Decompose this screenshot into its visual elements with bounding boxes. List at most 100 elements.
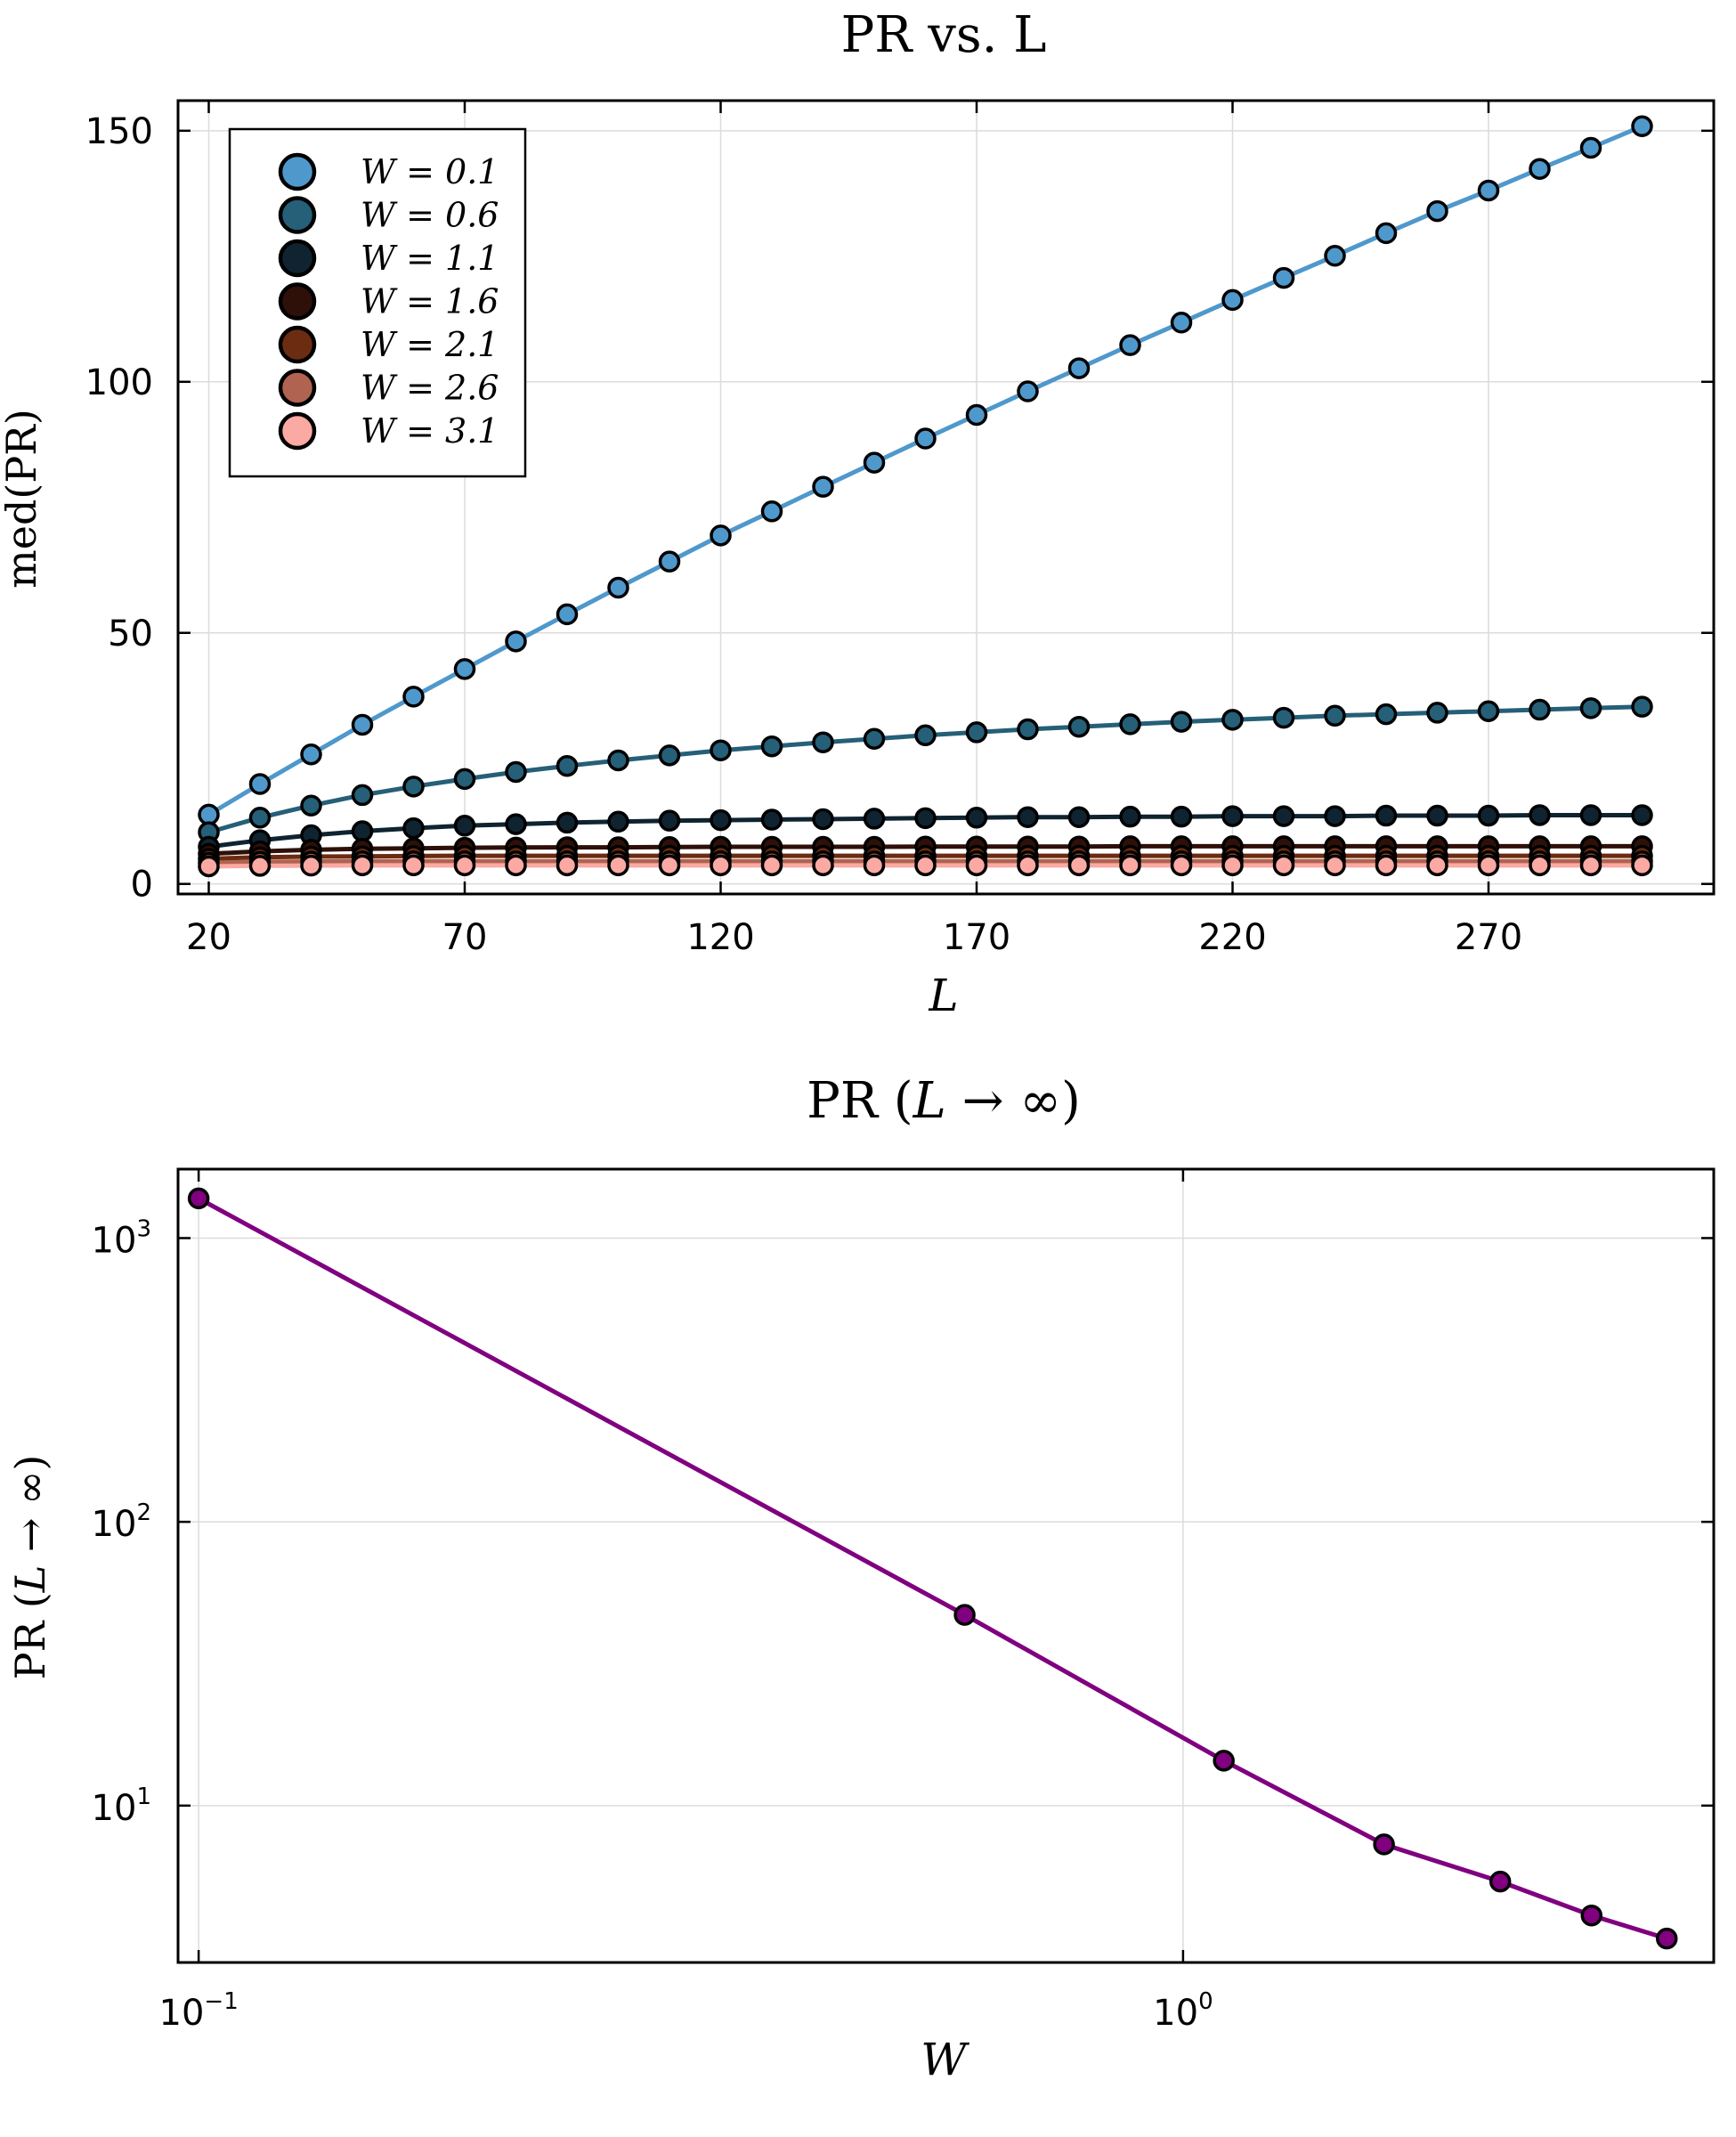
data-point <box>1221 709 1244 731</box>
legend-marker <box>278 369 317 407</box>
data-point <box>1119 713 1141 735</box>
data-point <box>198 803 220 826</box>
data-point <box>1272 854 1295 877</box>
data-point <box>710 808 732 832</box>
data-point <box>1529 158 1551 180</box>
data-point <box>1631 804 1653 826</box>
series-w-0.1 <box>198 115 1653 826</box>
data-point <box>1477 700 1500 722</box>
data-point <box>812 854 834 877</box>
data-point <box>1272 805 1295 827</box>
series-w-3.1 <box>198 854 1653 878</box>
data-point <box>965 807 988 829</box>
x-tick-label: 220 <box>1198 917 1266 958</box>
chart2-xlabel: W <box>921 2034 969 2085</box>
data-point <box>607 749 629 772</box>
data-point <box>351 784 374 807</box>
legend-label: W = 0.6 <box>361 196 499 235</box>
data-point <box>453 768 476 791</box>
data-point <box>351 713 374 736</box>
data-point <box>953 1604 976 1626</box>
data-point <box>760 500 783 523</box>
data-point <box>1373 1833 1395 1856</box>
data-point <box>1426 854 1448 877</box>
chart1-series-group <box>198 115 1653 878</box>
series-w-0.6 <box>198 695 1653 843</box>
data-point <box>198 855 220 878</box>
data-point <box>556 754 579 777</box>
y-tick-label: 50 <box>108 613 153 654</box>
data-point <box>1579 854 1602 877</box>
data-point <box>965 854 988 877</box>
data-point <box>1375 854 1398 877</box>
data-point <box>1324 854 1346 877</box>
data-point <box>812 731 834 753</box>
legend-marker <box>278 282 317 321</box>
data-point <box>1017 806 1039 828</box>
chart1-ylabel: med(PR) <box>0 409 45 589</box>
data-point <box>863 451 886 474</box>
chart2-ticks: 10−1 100 101 102 103 <box>92 1169 1714 2034</box>
x-tick-label: 120 <box>686 917 754 958</box>
data-point <box>351 854 374 877</box>
y-tick-label: 150 <box>85 111 153 152</box>
data-point <box>1529 854 1551 877</box>
data-point <box>710 854 732 877</box>
data-point <box>1067 806 1091 828</box>
data-point <box>248 855 272 877</box>
data-point <box>1631 695 1653 718</box>
data-point <box>556 603 579 626</box>
data-point <box>1067 854 1091 877</box>
series-pr-infinity <box>187 1187 1678 1950</box>
data-point <box>1170 711 1193 733</box>
data-point <box>1170 854 1193 877</box>
data-point <box>1067 357 1091 379</box>
data-point <box>1631 854 1653 877</box>
data-point <box>1119 334 1141 356</box>
data-point <box>1426 702 1448 724</box>
legend-marker <box>278 411 317 451</box>
x-tick-label: 100 <box>1153 1988 1213 2034</box>
data-point <box>453 815 476 837</box>
data-point <box>300 794 322 817</box>
data-point <box>1272 706 1295 729</box>
data-point <box>1017 718 1039 741</box>
data-point <box>965 403 988 427</box>
data-point <box>658 854 681 877</box>
legend-marker <box>278 152 317 191</box>
legend-marker <box>278 239 317 278</box>
data-point <box>505 854 527 877</box>
legend-marker <box>278 196 317 234</box>
data-point <box>812 808 834 831</box>
data-point <box>248 807 272 829</box>
data-point <box>1477 804 1500 827</box>
data-point <box>1017 380 1039 402</box>
data-point <box>863 727 886 750</box>
data-point <box>402 817 425 840</box>
legend-label: W = 3.1 <box>361 411 499 451</box>
y-tick-label: 103 <box>92 1215 151 1261</box>
x-tick-label: 10−1 <box>159 1988 239 2034</box>
data-point <box>453 854 476 877</box>
chart1-legend: W = 0.1 W = 0.6 W = 1.1 W = 1.6 W = 2.1 W = 2… <box>228 127 527 478</box>
data-point <box>1272 266 1295 289</box>
data-point <box>1017 854 1039 877</box>
data-point <box>965 721 988 743</box>
data-point <box>710 739 732 761</box>
x-tick-label: 20 <box>186 917 231 958</box>
data-point <box>1426 199 1448 223</box>
data-point <box>1375 703 1398 726</box>
legend-label: W = 1.1 <box>361 239 499 278</box>
data-point <box>1580 1904 1603 1927</box>
data-point <box>1477 854 1500 877</box>
data-point <box>402 686 425 708</box>
data-point <box>1170 805 1193 828</box>
data-point <box>1579 697 1602 719</box>
data-point <box>760 854 783 877</box>
data-point <box>505 813 527 835</box>
data-point <box>760 735 783 758</box>
data-point <box>1579 136 1602 159</box>
series-w-1.1 <box>198 804 1653 858</box>
data-point <box>1375 804 1398 827</box>
data-point <box>1426 804 1448 827</box>
